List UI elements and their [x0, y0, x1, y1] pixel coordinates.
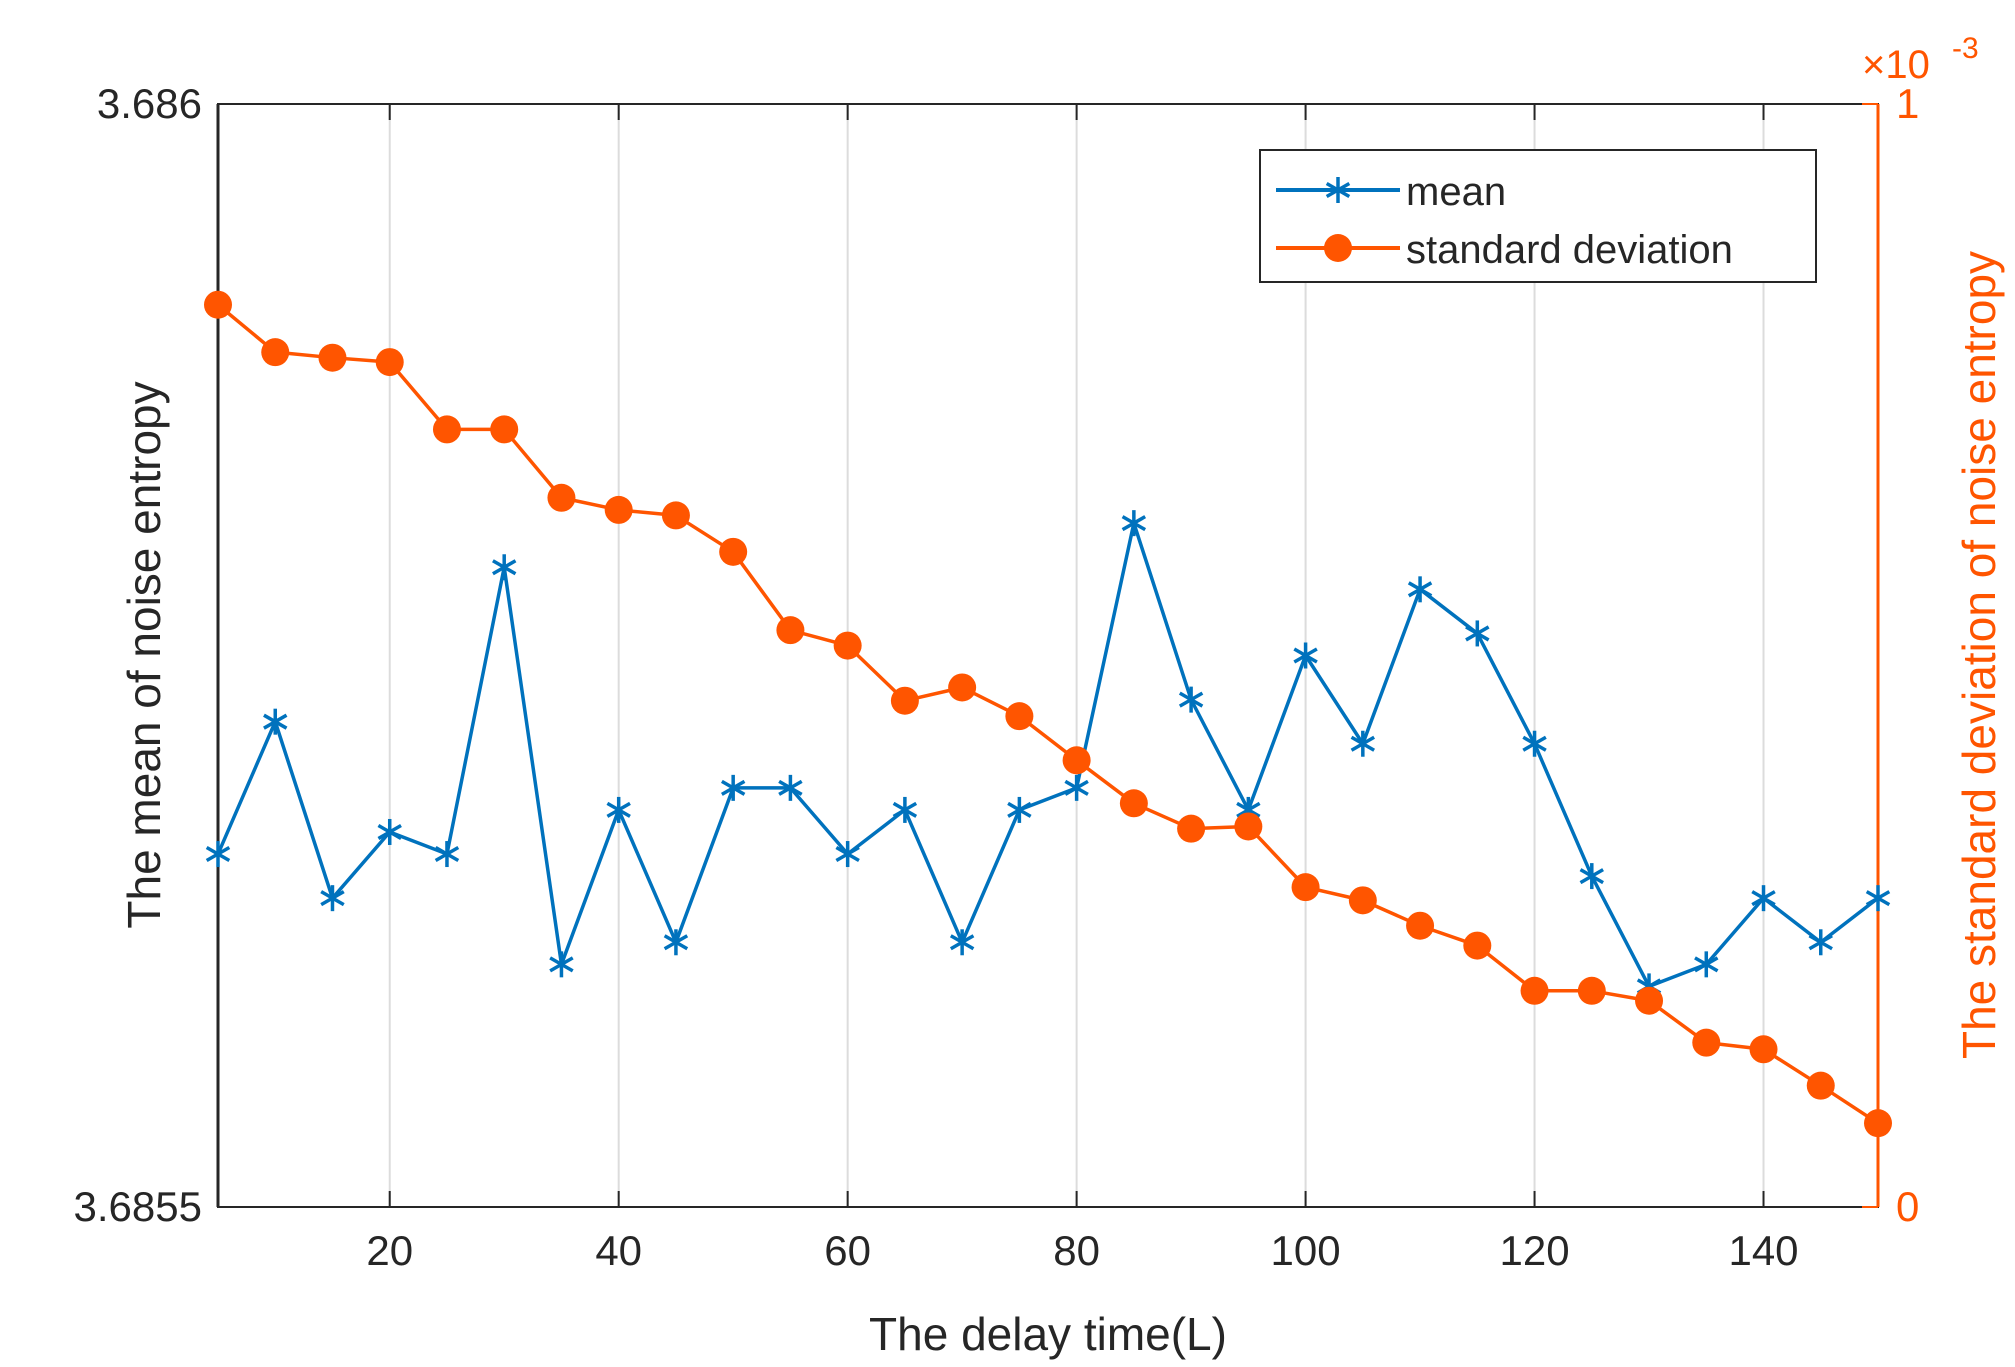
point-standard-deviation-50 — [719, 537, 748, 566]
point-mean-45 — [663, 929, 689, 956]
legend-box — [1259, 149, 1817, 283]
point-standard-deviation-25 — [432, 415, 461, 444]
point-standard-deviation-150 — [1864, 1109, 1892, 1138]
point-mean-150 — [1865, 885, 1891, 912]
point-standard-deviation-140 — [1749, 1035, 1778, 1064]
point-mean-110 — [1407, 576, 1433, 603]
x-tick-label-20: 20 — [366, 1227, 413, 1274]
point-standard-deviation-35 — [547, 483, 576, 512]
left-y-axis-ticks: 3.6855 3.686 — [74, 80, 234, 1230]
point-mean-30 — [492, 554, 517, 581]
point-standard-deviation-70 — [948, 673, 977, 702]
legend-item-mean: mean — [1276, 170, 1506, 214]
point-standard-deviation-15 — [318, 343, 347, 372]
x-tick-label-40: 40 — [595, 1227, 642, 1274]
point-standard-deviation-130 — [1635, 986, 1664, 1015]
left-y-tick-label-0: 3.6855 — [74, 1183, 202, 1230]
point-mean-145 — [1808, 929, 1833, 956]
point-standard-deviation-90 — [1177, 814, 1206, 843]
point-mean-55 — [778, 774, 803, 801]
point-mean-105 — [1350, 730, 1376, 757]
point-standard-deviation-10 — [261, 338, 290, 367]
point-standard-deviation-105 — [1348, 886, 1377, 915]
point-mean-115 — [1465, 620, 1490, 647]
right-y-axis-label: The standard deviation of noise entropy — [1953, 251, 2005, 1059]
series-standard-deviation — [204, 290, 1892, 1138]
x-tick-label-140: 140 — [1728, 1227, 1798, 1274]
point-standard-deviation-120 — [1520, 976, 1549, 1005]
point-standard-deviation-5 — [204, 290, 232, 319]
x-tick-label-120: 120 — [1500, 1227, 1570, 1274]
exponent-power: -3 — [1952, 32, 1979, 65]
point-mean-120 — [1522, 730, 1547, 757]
point-standard-deviation-95 — [1234, 812, 1263, 841]
point-standard-deviation-55 — [776, 616, 805, 645]
point-mean-60 — [835, 841, 860, 868]
point-mean-65 — [892, 796, 918, 823]
point-mean-20 — [377, 818, 402, 845]
point-standard-deviation-135 — [1692, 1028, 1721, 1057]
point-mean-5 — [205, 841, 231, 868]
point-mean-50 — [720, 774, 746, 801]
point-standard-deviation-110 — [1406, 911, 1435, 940]
legend: mean standard deviation — [1259, 149, 1817, 283]
point-standard-deviation-80 — [1062, 746, 1091, 775]
point-mean-75 — [1007, 796, 1032, 823]
x-axis-label: The delay time(L) — [869, 1308, 1227, 1360]
right-y-tick-label-1: 1 — [1896, 80, 1919, 127]
point-mean-100 — [1293, 642, 1318, 669]
right-axis-exponent: ×10 -3 — [1862, 32, 1979, 87]
left-y-tick-label-1: 3.686 — [97, 80, 202, 127]
point-mean-85 — [1121, 510, 1147, 537]
point-mean-140 — [1751, 885, 1776, 912]
left-y-axis-label: The mean of noise entropy — [118, 381, 170, 928]
point-standard-deviation-65 — [890, 686, 919, 715]
point-standard-deviation-45 — [661, 501, 690, 530]
point-mean-35 — [549, 951, 574, 978]
point-mean-25 — [434, 841, 460, 868]
point-mean-70 — [949, 929, 975, 956]
x-tick-label-60: 60 — [824, 1227, 871, 1274]
legend-label-standard-deviation: standard deviation — [1406, 228, 1733, 272]
legend-marker-standard-deviation — [1324, 234, 1352, 262]
x-tick-label-80: 80 — [1053, 1227, 1100, 1274]
point-standard-deviation-115 — [1463, 931, 1492, 960]
line-standard-deviation — [216, 303, 1879, 1125]
series-mean — [205, 510, 1891, 1000]
legend-marker-mean — [1325, 177, 1351, 203]
right-y-tick-label-0: 0 — [1896, 1183, 1919, 1230]
line-mean — [216, 521, 1880, 989]
point-standard-deviation-30 — [490, 415, 519, 444]
legend-label-mean: mean — [1406, 170, 1506, 214]
point-standard-deviation-75 — [1005, 702, 1034, 731]
legend-item-standard-deviation: standard deviation — [1276, 228, 1733, 272]
point-standard-deviation-20 — [375, 348, 404, 377]
legend-asterisk-mean — [1325, 177, 1351, 203]
point-mean-125 — [1579, 863, 1604, 890]
exponent-base: ×10 — [1862, 43, 1930, 87]
point-standard-deviation-125 — [1577, 976, 1606, 1005]
point-mean-80 — [1064, 774, 1089, 801]
point-standard-deviation-100 — [1291, 873, 1320, 902]
point-mean-135 — [1694, 951, 1719, 978]
point-standard-deviation-60 — [833, 631, 862, 660]
x-tick-label-100: 100 — [1271, 1227, 1341, 1274]
point-standard-deviation-145 — [1806, 1071, 1835, 1100]
right-y-axis-ticks: 01 — [1862, 80, 1919, 1230]
x-axis-ticks: 20 40 60 80 100 120 140 — [366, 104, 1799, 1274]
point-standard-deviation-40 — [604, 495, 633, 524]
point-mean-40 — [606, 796, 631, 823]
point-mean-10 — [263, 708, 288, 735]
point-standard-deviation-85 — [1119, 789, 1148, 818]
point-mean-15 — [320, 885, 345, 912]
point-mean-90 — [1178, 686, 1204, 713]
